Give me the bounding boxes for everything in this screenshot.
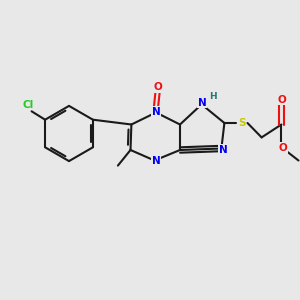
- Text: N: N: [198, 98, 207, 108]
- Text: Cl: Cl: [23, 100, 34, 110]
- Text: N: N: [219, 145, 228, 155]
- Text: O: O: [277, 94, 286, 105]
- Text: N: N: [152, 107, 160, 117]
- Text: H: H: [209, 92, 217, 101]
- Text: O: O: [279, 143, 288, 153]
- Text: O: O: [153, 82, 162, 92]
- Text: S: S: [238, 118, 245, 128]
- Text: N: N: [152, 156, 160, 166]
